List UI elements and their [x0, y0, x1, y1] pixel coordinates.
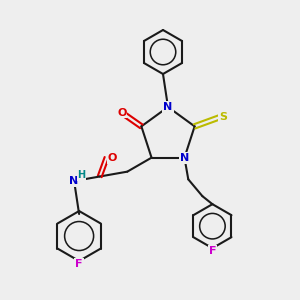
Text: N: N	[180, 153, 189, 163]
Text: O: O	[117, 108, 126, 118]
Text: N: N	[164, 102, 172, 112]
Text: N: N	[70, 176, 79, 186]
Text: F: F	[75, 259, 83, 269]
Text: F: F	[209, 246, 216, 256]
Text: O: O	[108, 153, 117, 163]
Text: H: H	[77, 170, 85, 180]
Text: S: S	[219, 112, 227, 122]
